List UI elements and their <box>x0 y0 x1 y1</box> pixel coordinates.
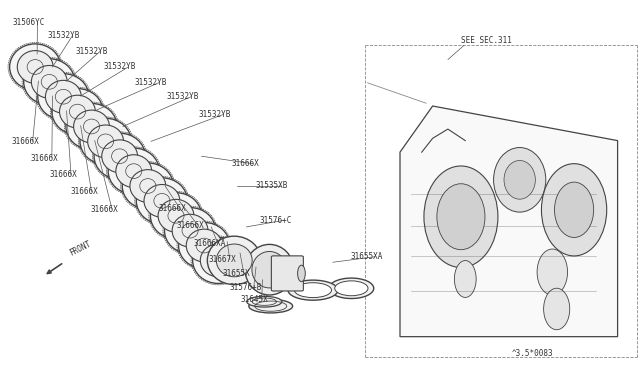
Ellipse shape <box>31 65 67 98</box>
Ellipse shape <box>10 44 61 90</box>
Ellipse shape <box>294 283 332 298</box>
Ellipse shape <box>454 260 476 298</box>
Ellipse shape <box>17 51 53 83</box>
Ellipse shape <box>108 148 159 194</box>
Ellipse shape <box>493 148 546 212</box>
Ellipse shape <box>541 164 607 256</box>
Ellipse shape <box>216 244 252 277</box>
FancyBboxPatch shape <box>271 256 303 291</box>
Polygon shape <box>400 106 618 337</box>
Ellipse shape <box>158 199 194 232</box>
Text: 31532YB: 31532YB <box>198 110 231 119</box>
Ellipse shape <box>298 265 305 282</box>
Text: 31532YB: 31532YB <box>76 47 108 56</box>
Ellipse shape <box>335 281 368 296</box>
Text: 31666X: 31666X <box>91 205 118 214</box>
Ellipse shape <box>122 163 173 209</box>
Ellipse shape <box>437 184 485 250</box>
Ellipse shape <box>74 110 109 143</box>
Text: 31645X: 31645X <box>241 295 268 304</box>
Text: 31666XA: 31666XA <box>193 239 226 248</box>
Ellipse shape <box>543 288 570 330</box>
Text: 31576+B: 31576+B <box>229 283 262 292</box>
Text: 31666X: 31666X <box>50 170 77 179</box>
Ellipse shape <box>164 208 216 254</box>
Ellipse shape <box>329 278 374 299</box>
Text: 31535XB: 31535XB <box>256 182 289 190</box>
Ellipse shape <box>288 280 338 300</box>
Ellipse shape <box>150 193 202 239</box>
Ellipse shape <box>172 214 208 247</box>
Ellipse shape <box>52 89 103 135</box>
Ellipse shape <box>102 140 138 173</box>
Ellipse shape <box>136 178 188 224</box>
Text: 31666X: 31666X <box>177 221 204 230</box>
Ellipse shape <box>80 118 131 164</box>
Ellipse shape <box>424 166 498 267</box>
Ellipse shape <box>537 249 568 295</box>
Text: 31666X: 31666X <box>12 137 39 146</box>
Ellipse shape <box>193 237 244 283</box>
Ellipse shape <box>200 244 236 277</box>
Text: 31532YB: 31532YB <box>166 92 199 101</box>
Ellipse shape <box>38 74 89 120</box>
Ellipse shape <box>116 155 152 187</box>
Text: 31666X: 31666X <box>159 204 186 213</box>
Text: 31655XA: 31655XA <box>351 252 383 261</box>
Text: SEE SEC.311: SEE SEC.311 <box>461 36 511 45</box>
Ellipse shape <box>45 80 81 113</box>
Ellipse shape <box>94 133 145 179</box>
Ellipse shape <box>60 95 95 128</box>
Ellipse shape <box>179 222 230 269</box>
Ellipse shape <box>247 296 282 307</box>
Text: 31532YB: 31532YB <box>48 31 81 40</box>
Text: FRONT: FRONT <box>68 239 93 258</box>
Ellipse shape <box>88 125 124 158</box>
Ellipse shape <box>144 185 180 217</box>
Text: 31655X: 31655X <box>223 269 250 278</box>
Ellipse shape <box>24 59 75 105</box>
Ellipse shape <box>554 182 594 237</box>
Text: ^3.5*0083: ^3.5*0083 <box>512 349 554 358</box>
Text: 31576+C: 31576+C <box>260 216 292 225</box>
Ellipse shape <box>130 170 166 202</box>
Text: 31532YB: 31532YB <box>104 62 136 71</box>
Ellipse shape <box>249 299 292 313</box>
Ellipse shape <box>252 251 287 288</box>
Text: 31506YC: 31506YC <box>13 18 45 27</box>
Ellipse shape <box>66 103 117 150</box>
Text: 31667X: 31667X <box>209 255 236 264</box>
Ellipse shape <box>245 244 294 295</box>
Ellipse shape <box>186 229 222 262</box>
Text: 31666X: 31666X <box>31 154 58 163</box>
Text: 31666X: 31666X <box>70 187 98 196</box>
Ellipse shape <box>207 236 261 285</box>
Text: 31532YB: 31532YB <box>134 78 167 87</box>
Ellipse shape <box>504 160 535 199</box>
Text: 31666X: 31666X <box>232 159 259 168</box>
